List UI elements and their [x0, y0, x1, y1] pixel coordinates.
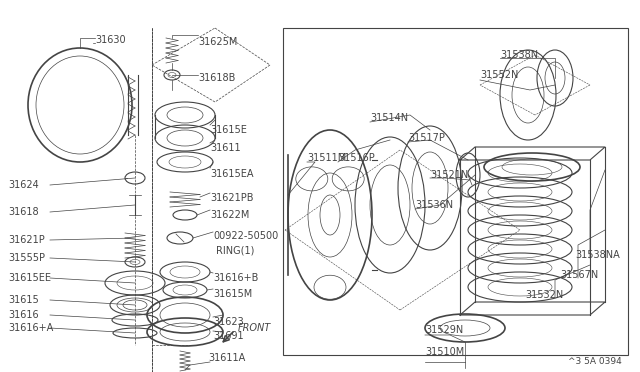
Text: 31691: 31691	[213, 331, 244, 341]
Text: 31615E: 31615E	[210, 125, 247, 135]
Text: 31611A: 31611A	[208, 353, 245, 363]
Text: ^3 5A 0394: ^3 5A 0394	[568, 357, 622, 366]
Text: 31616+A: 31616+A	[8, 323, 53, 333]
Text: 31555P: 31555P	[8, 253, 45, 263]
Text: 31517P: 31517P	[408, 133, 445, 143]
Text: 31514N: 31514N	[370, 113, 408, 123]
Text: 31532N: 31532N	[525, 290, 563, 300]
Text: 31625M: 31625M	[198, 37, 237, 47]
Text: 31624: 31624	[8, 180, 39, 190]
Text: 31516P: 31516P	[338, 153, 375, 163]
Text: 31618B: 31618B	[198, 73, 236, 83]
Text: 31567N: 31567N	[560, 270, 598, 280]
Text: 31521N: 31521N	[430, 170, 468, 180]
Text: 00922-50500: 00922-50500	[213, 231, 278, 241]
Text: 31511M: 31511M	[307, 153, 346, 163]
Text: FRONT: FRONT	[238, 323, 271, 333]
Text: 31618: 31618	[8, 207, 38, 217]
Text: 31552N: 31552N	[480, 70, 518, 80]
Text: 31615EE: 31615EE	[8, 273, 51, 283]
Text: 31529N: 31529N	[425, 325, 463, 335]
Text: 31616+B: 31616+B	[213, 273, 259, 283]
Text: 31615EA: 31615EA	[210, 169, 253, 179]
Bar	[283, 28, 628, 355]
Text: 31623: 31623	[213, 317, 244, 327]
Text: 31615: 31615	[8, 295, 39, 305]
Text: 31510M: 31510M	[425, 347, 464, 357]
Text: 31630: 31630	[95, 35, 125, 45]
Text: 31538NA: 31538NA	[575, 250, 620, 260]
Text: 31616: 31616	[8, 310, 38, 320]
Text: 31621PB: 31621PB	[210, 193, 253, 203]
Text: 31536N: 31536N	[415, 200, 453, 210]
Text: 31611: 31611	[210, 143, 241, 153]
Text: 31622M: 31622M	[210, 210, 250, 220]
Text: RING(1): RING(1)	[216, 245, 254, 255]
Text: 31615M: 31615M	[213, 289, 252, 299]
Text: 31538N: 31538N	[500, 50, 538, 60]
Text: 31621P: 31621P	[8, 235, 45, 245]
